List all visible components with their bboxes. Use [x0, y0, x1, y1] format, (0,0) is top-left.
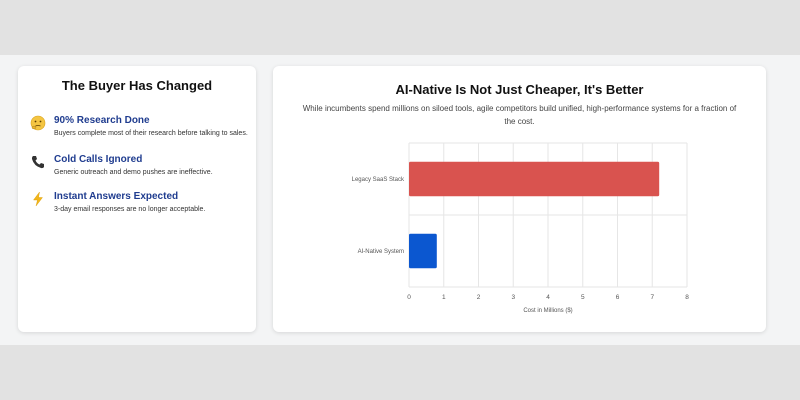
- lightning-icon: [30, 191, 46, 207]
- instant-answers-title: Instant Answers Expected: [54, 191, 179, 202]
- x-tick-label: 0: [407, 294, 411, 301]
- ai-native-card: AI-Native Is Not Just Cheaper, It's Bett…: [273, 66, 766, 332]
- buyer-changed-card: The Buyer Has Changed 90% Research Done …: [18, 66, 256, 332]
- x-tick-label: 4: [546, 294, 550, 301]
- x-tick-label: 6: [616, 294, 620, 301]
- x-tick-label: 8: [685, 294, 689, 301]
- research-desc: Buyers complete most of their research b…: [54, 130, 248, 137]
- thinking-face-icon: [30, 115, 46, 131]
- x-axis-label: Cost in Millions ($): [523, 308, 572, 314]
- instant-answers-desc: 3-day email responses are no longer acce…: [54, 206, 206, 213]
- ai-native-title: AI-Native Is Not Just Cheaper, It's Bett…: [395, 82, 644, 97]
- x-tick-label: 5: [581, 294, 585, 301]
- x-tick-label: 3: [511, 294, 515, 301]
- bar-ai-native-system: [409, 233, 437, 269]
- ai-native-subtitle: While incumbents spend millions on siloe…: [302, 104, 737, 126]
- y-tick-label: Legacy SaaS Stack: [352, 177, 405, 183]
- x-tick-label: 1: [442, 294, 446, 301]
- phone-icon: [30, 154, 46, 170]
- cold-calls-desc: Generic outreach and demo pushes are ine…: [54, 169, 213, 176]
- cold-calls-title: Cold Calls Ignored: [54, 154, 143, 165]
- x-tick-label: 2: [477, 294, 481, 301]
- x-tick-label: 7: [650, 294, 654, 301]
- cost-comparison-chart: Legacy SaaS Stack AI-Native System 0 1 2 3 4 5 6…: [352, 142, 689, 314]
- research-title: 90% Research Done: [54, 115, 150, 126]
- bar-legacy-saas-stack: [409, 161, 660, 197]
- y-tick-label: AI-Native System: [358, 249, 404, 255]
- buyer-changed-title: The Buyer Has Changed: [61, 78, 213, 93]
